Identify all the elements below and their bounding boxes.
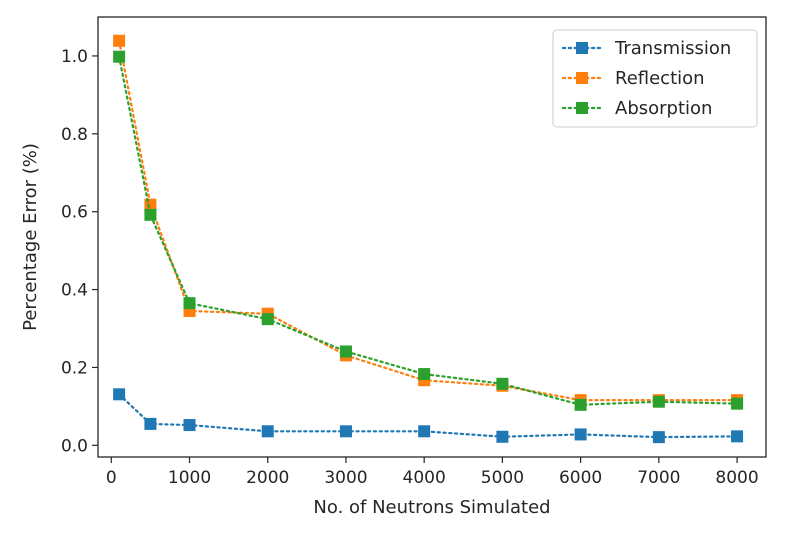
data-point: [731, 430, 744, 443]
series-transmission: [113, 388, 744, 444]
data-point: [339, 345, 352, 358]
x-axis-label: No. of Neutrons Simulated: [313, 497, 550, 518]
x-tick-label: 8000: [715, 468, 758, 488]
x-tick-label: 7000: [637, 468, 680, 488]
x-tick-label: 6000: [559, 468, 602, 488]
data-point: [652, 395, 665, 408]
series-line: [118, 55, 739, 406]
x-tick-label: 0: [106, 468, 117, 488]
series-absorption: [113, 50, 744, 411]
data-point: [418, 368, 431, 381]
data-point: [652, 431, 665, 444]
x-tick-label: 1000: [168, 468, 211, 488]
data-point: [496, 430, 509, 443]
y-tick-label: 0.6: [61, 203, 88, 223]
y-axis: 0.0 0.2 0.4 0.6 0.8 1.0: [61, 47, 98, 456]
x-axis: 0 1000 2000 3000 4000 5000 6000 7000 8000: [106, 457, 759, 488]
legend-marker: [576, 102, 588, 114]
data-point: [113, 388, 126, 401]
data-point: [574, 398, 587, 411]
x-tick-label: 5000: [481, 468, 524, 488]
data-point: [418, 425, 431, 438]
legend-label: Reflection: [615, 68, 705, 89]
legend-marker: [576, 42, 588, 54]
legend-item-transmission: Transmission: [561, 38, 731, 59]
data-point: [496, 377, 509, 390]
legend-label: Transmission: [614, 38, 731, 59]
data-point: [113, 50, 126, 63]
legend-item-reflection: Reflection: [561, 68, 705, 89]
y-tick-label: 0.0: [61, 436, 88, 456]
data-point: [113, 34, 126, 47]
legend-box: [552, 29, 758, 128]
legend: Transmission Reflection Absorption: [552, 29, 758, 128]
x-tick-label: 2000: [246, 468, 289, 488]
data-point: [261, 313, 274, 326]
axes-border: [97, 16, 767, 458]
data-point: [144, 208, 157, 221]
x-tick-label: 3000: [324, 468, 367, 488]
data-point: [574, 428, 587, 441]
series-line: [118, 393, 739, 439]
y-tick-label: 0.8: [61, 125, 88, 145]
data-point: [183, 419, 196, 432]
x-tick-label: 4000: [403, 468, 446, 488]
y-tick-label: 0.2: [61, 358, 88, 378]
axes-frame: [97, 16, 767, 458]
legend-marker: [576, 72, 588, 84]
data-point: [261, 425, 274, 438]
data-point: [183, 297, 196, 310]
legend-item-absorption: Absorption: [561, 98, 712, 119]
y-axis-label: Percentage Error (%): [20, 143, 41, 331]
y-tick-label: 0.4: [61, 281, 88, 301]
legend-label: Absorption: [615, 98, 712, 119]
y-tick-label: 1.0: [61, 47, 88, 67]
data-point: [339, 425, 352, 438]
series-layer: [113, 34, 744, 444]
data-point: [731, 397, 744, 410]
data-point: [144, 417, 157, 430]
